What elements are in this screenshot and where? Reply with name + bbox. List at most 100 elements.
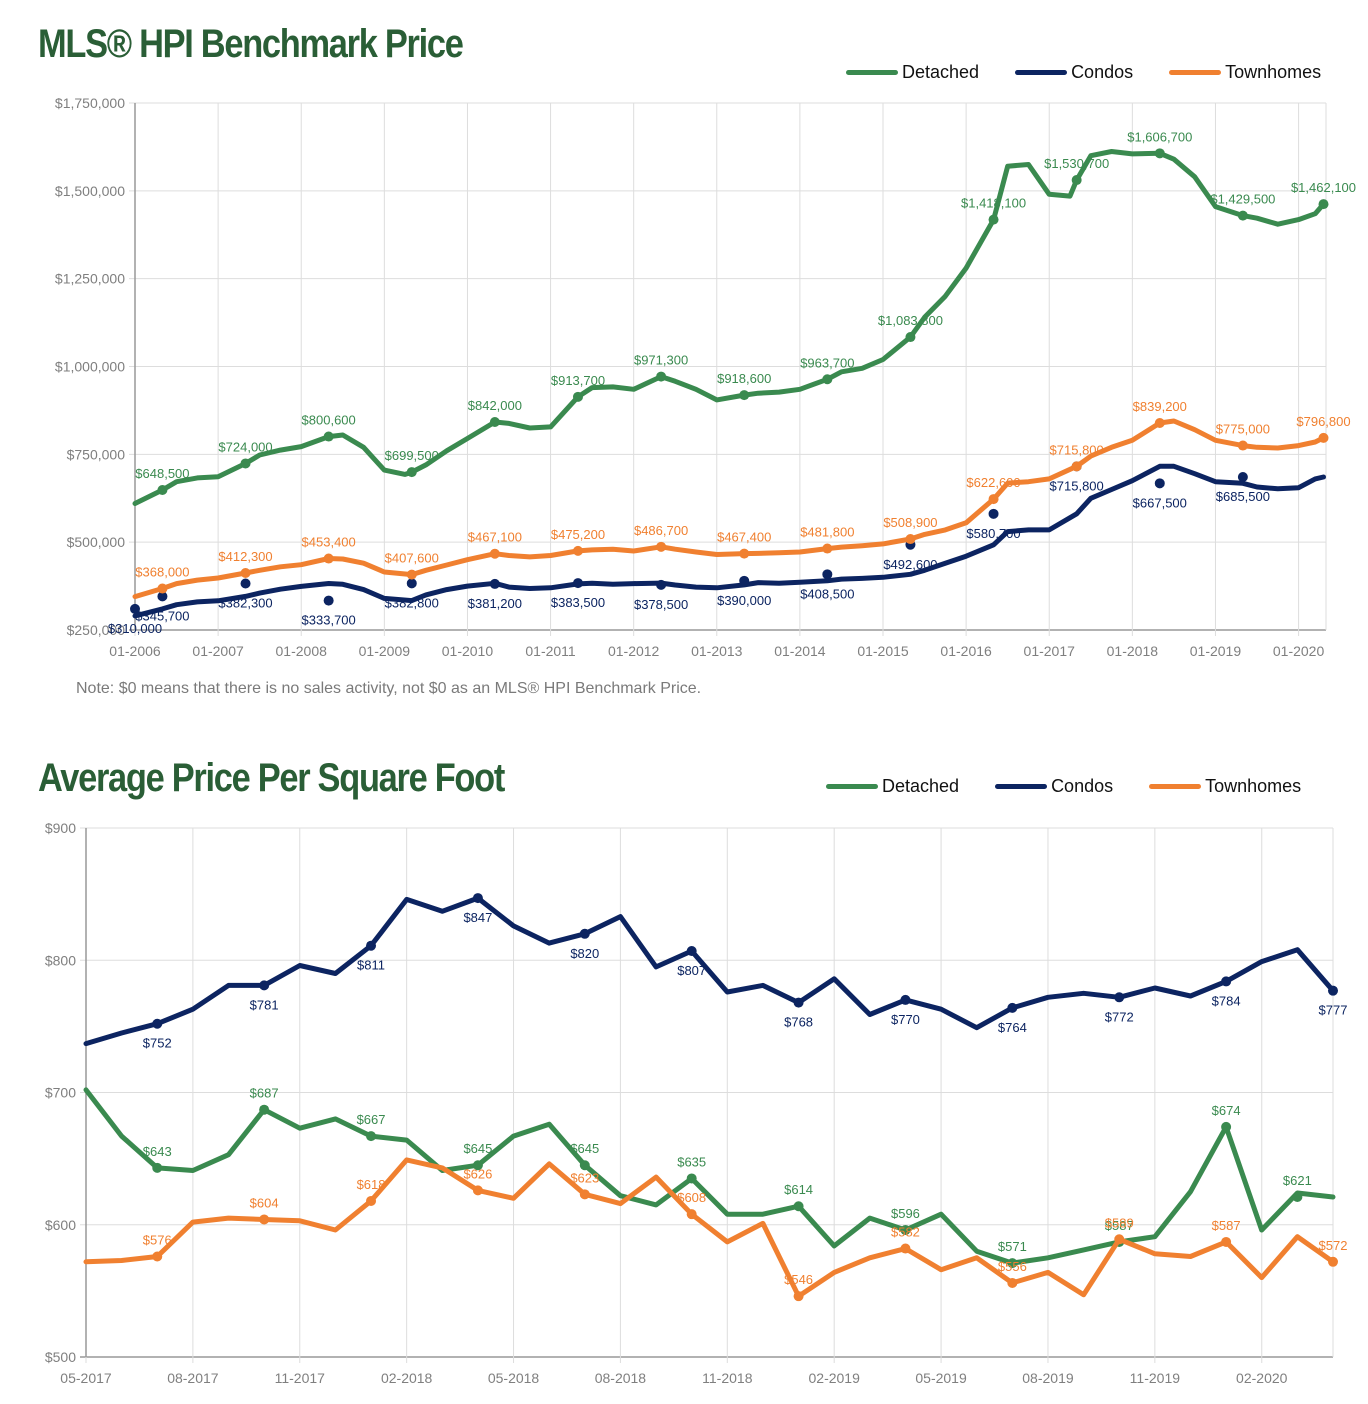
y-tick-label: $500 xyxy=(45,1349,76,1365)
data-point-condos xyxy=(472,893,483,904)
y-tick-label: $500,000 xyxy=(67,534,126,550)
data-label-detached: $621 xyxy=(1283,1173,1312,1188)
data-point-detached xyxy=(472,1160,483,1171)
data-point-detached xyxy=(905,332,916,343)
data-label-detached: $596 xyxy=(891,1206,920,1221)
legend-swatch-townhomes xyxy=(1169,70,1222,75)
data-point-townhomes xyxy=(1318,432,1329,443)
data-label-townhomes: $618 xyxy=(357,1177,386,1192)
data-point-condos xyxy=(822,569,833,580)
data-point-condos xyxy=(656,579,667,590)
data-point-detached xyxy=(1071,175,1082,186)
legend-label: Condos xyxy=(1051,776,1114,796)
legend-label: Detached xyxy=(882,776,960,796)
data-point-condos xyxy=(152,1018,163,1029)
data-label-townhomes: $368,000 xyxy=(135,565,189,580)
legend-item-condos: Condos xyxy=(1015,62,1133,83)
data-label-townhomes: $453,400 xyxy=(302,535,356,550)
data-label-condos: $383,500 xyxy=(551,595,605,610)
data-label-detached: $587 xyxy=(1105,1218,1134,1233)
data-point-detached xyxy=(822,374,833,385)
x-tick-label: 11-2017 xyxy=(275,1370,326,1386)
data-label-townhomes: $775,000 xyxy=(1216,422,1270,437)
data-point-townhomes xyxy=(988,494,999,505)
data-point-townhomes xyxy=(1237,440,1248,451)
data-point-detached xyxy=(489,417,500,428)
legend-item-detached: Detached xyxy=(846,62,979,83)
data-label-condos: $715,800 xyxy=(1050,478,1104,493)
data-point-townhomes xyxy=(572,545,583,556)
data-label-detached: $971,300 xyxy=(634,353,688,368)
x-tick-label: 01-2008 xyxy=(276,643,328,659)
data-label-condos: $784 xyxy=(1212,993,1241,1008)
data-label-detached: $1,083,800 xyxy=(878,313,943,328)
data-point-condos xyxy=(157,591,168,602)
x-tick-label: 01-2016 xyxy=(940,643,992,659)
data-point-condos xyxy=(793,997,804,1008)
y-tick-label: $250,000 xyxy=(67,622,126,638)
data-point-condos xyxy=(366,940,377,951)
data-label-detached: $1,462,100 xyxy=(1291,180,1356,195)
data-point-detached xyxy=(656,371,667,382)
x-tick-label: 11-2019 xyxy=(1130,1370,1181,1386)
data-label-detached: $842,000 xyxy=(468,398,522,413)
data-point-condos xyxy=(1114,992,1125,1003)
data-point-townhomes xyxy=(152,1251,163,1262)
data-point-condos xyxy=(489,578,500,589)
data-point-condos xyxy=(686,945,697,956)
data-point-townhomes xyxy=(259,1214,270,1225)
data-label-townhomes: $796,800 xyxy=(1296,414,1350,429)
data-point-condos xyxy=(323,595,334,606)
series-line-detached xyxy=(83,1087,1336,1266)
data-label-townhomes: $589 xyxy=(1105,1215,1134,1230)
legend-label: Townhomes xyxy=(1205,776,1302,796)
data-point-detached xyxy=(1318,199,1329,210)
data-label-detached: $645 xyxy=(570,1141,599,1156)
data-label-detached: $674 xyxy=(1212,1103,1241,1118)
x-tick-label: 01-2007 xyxy=(192,643,244,659)
data-label-townhomes: $622,600 xyxy=(966,475,1020,490)
data-point-condos xyxy=(1154,478,1165,489)
data-label-detached: $687 xyxy=(250,1086,279,1101)
data-label-condos: $781 xyxy=(250,997,279,1012)
x-tick-label: 01-2010 xyxy=(442,643,494,659)
data-label-townhomes: $481,800 xyxy=(800,525,854,540)
legend-swatch-condos xyxy=(995,784,1048,789)
chart2-title: Average Price Per Square Foot xyxy=(38,756,505,800)
data-point-condos xyxy=(1221,976,1232,987)
y-tick-label: $800 xyxy=(45,952,76,968)
data-label-townhomes: $623 xyxy=(570,1170,599,1185)
data-label-detached: $1,418,100 xyxy=(961,196,1026,211)
y-tick-label: $900 xyxy=(45,820,76,836)
x-tick-label: 02-2019 xyxy=(809,1370,861,1386)
data-label-townhomes: $486,700 xyxy=(634,523,688,538)
data-point-detached xyxy=(1292,1191,1303,1202)
data-label-detached: $1,530,700 xyxy=(1044,156,1109,171)
data-point-townhomes xyxy=(366,1195,377,1206)
data-label-townhomes: $608 xyxy=(677,1190,706,1205)
data-point-condos xyxy=(240,578,251,589)
data-label-townhomes: $475,200 xyxy=(551,527,605,542)
data-label-townhomes: $467,400 xyxy=(717,530,771,545)
x-tick-label: 01-2013 xyxy=(691,643,743,659)
data-label-detached: $614 xyxy=(784,1182,813,1197)
legend-item-townhomes: Townhomes xyxy=(1169,62,1321,83)
data-label-condos: $772 xyxy=(1105,1009,1134,1024)
data-label-condos: $580,700 xyxy=(966,526,1020,541)
data-point-detached xyxy=(323,431,334,442)
data-label-townhomes: $546 xyxy=(784,1272,813,1287)
data-label-detached: $648,500 xyxy=(135,466,189,481)
data-point-condos xyxy=(572,578,583,589)
data-point-detached xyxy=(900,1225,911,1236)
legend-item-townhomes: Townhomes xyxy=(1149,776,1301,797)
data-point-detached xyxy=(406,467,417,478)
data-point-townhomes xyxy=(406,569,417,580)
data-label-detached: $635 xyxy=(677,1154,706,1169)
data-label-condos: $777 xyxy=(1319,1003,1348,1018)
data-label-condos: $382,300 xyxy=(218,596,272,611)
data-label-condos: $770 xyxy=(891,1012,920,1027)
data-point-condos xyxy=(130,603,140,614)
data-label-condos: $333,700 xyxy=(302,613,356,628)
legend-swatch-detached xyxy=(826,784,878,789)
data-point-detached xyxy=(366,1131,377,1142)
